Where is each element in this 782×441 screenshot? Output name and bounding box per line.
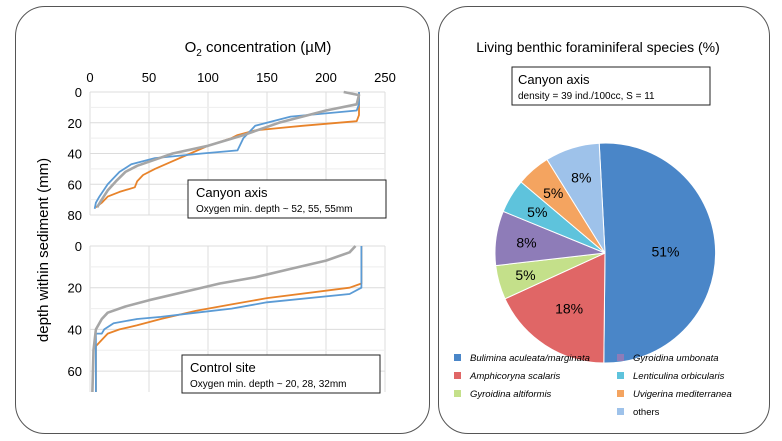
pie-title: Living benthic foraminiferal species (%) xyxy=(476,39,720,55)
control-site-plot: 0 20 40 60 Control site Oxygen min. depth ~ 2… xyxy=(68,239,386,394)
series-line-gray xyxy=(91,245,357,393)
x-tick-label: 50 xyxy=(142,70,156,85)
legend-label: Gyroidina umbonata xyxy=(633,353,719,364)
pie-data-label: 8% xyxy=(516,234,536,250)
oxygen-axis-title: O2 concentration (µM) xyxy=(185,39,332,59)
legend-label: Bulimina aculeata/marginata xyxy=(470,353,590,364)
series-line-orange xyxy=(95,92,360,209)
y-tick-label: 60 xyxy=(68,364,82,379)
series-line-gray xyxy=(95,90,361,208)
series-line-orange xyxy=(95,246,363,392)
y-tick-label: 0 xyxy=(75,239,82,254)
legend-swatch xyxy=(454,390,461,397)
annotation-box xyxy=(187,179,387,219)
y-tick-label: 80 xyxy=(68,208,82,223)
series-line-blue xyxy=(95,246,363,392)
annotation-title: Control site xyxy=(190,360,256,375)
pie-data-label: 8% xyxy=(571,169,591,185)
x-tick-label: 250 xyxy=(374,70,396,85)
legend-swatch xyxy=(454,354,461,361)
legend-label: Amphicoryna scalaris xyxy=(469,371,561,382)
legend-swatch xyxy=(617,372,624,379)
pie-data-label: 5% xyxy=(515,267,535,283)
species-pie: 51% 18% 5% 8% 5% 5% 8% xyxy=(494,142,717,364)
annotation-subtitle: Oxygen min. depth ~ 52, 55, 55mm xyxy=(196,204,352,215)
pie-info-title: Canyon axis xyxy=(518,72,590,87)
canyon-axis-plot: 0 20 40 60 80 0 50 100 150 200 250 Canyon axis Oxyge… xyxy=(68,70,396,223)
series-line-blue xyxy=(93,92,360,209)
y-tick-label: 40 xyxy=(68,147,82,162)
pie-slice xyxy=(546,142,606,254)
annotation-subtitle: Oxygen min. depth ~ 20, 28, 32mm xyxy=(190,379,346,390)
legend-label: Lenticulina orbicularis xyxy=(633,371,725,382)
legend-label: Gyroidina altiformis xyxy=(470,389,552,400)
legend-label: others xyxy=(633,407,660,418)
pie-slice xyxy=(504,252,606,364)
x-tick-label: 100 xyxy=(197,70,219,85)
legend-label: Uvigerina mediterranea xyxy=(633,389,732,400)
legend-swatch xyxy=(617,408,624,415)
x-tick-label: 200 xyxy=(315,70,337,85)
pie-data-label: 51% xyxy=(651,244,679,260)
pie-info-box xyxy=(511,66,711,106)
depth-axis-label: depth within sediment (mm) xyxy=(35,158,52,342)
y-tick-label: 60 xyxy=(68,177,82,192)
annotation-box xyxy=(181,354,381,394)
pie-info-subtitle: density = 39 ind./100cc, S = 11 xyxy=(518,91,655,102)
legend-swatch xyxy=(617,390,624,397)
annotation-title: Canyon axis xyxy=(196,185,268,200)
y-tick-label: 40 xyxy=(68,322,82,337)
pie-slice xyxy=(598,142,717,364)
y-tick-label: 0 xyxy=(75,85,82,100)
x-tick-label: 0 xyxy=(86,70,93,85)
pie-legend: Bulimina aculeata/marginata Amphicoryna s… xyxy=(454,353,732,418)
pie-data-label: 5% xyxy=(543,185,563,201)
legend-swatch xyxy=(617,354,624,361)
y-tick-label: 20 xyxy=(68,281,82,296)
pie-data-label: 5% xyxy=(527,204,547,220)
legend-swatch xyxy=(454,372,461,379)
pie-data-label: 18% xyxy=(555,300,583,316)
y-tick-label: 20 xyxy=(68,116,82,131)
x-tick-label: 150 xyxy=(256,70,278,85)
